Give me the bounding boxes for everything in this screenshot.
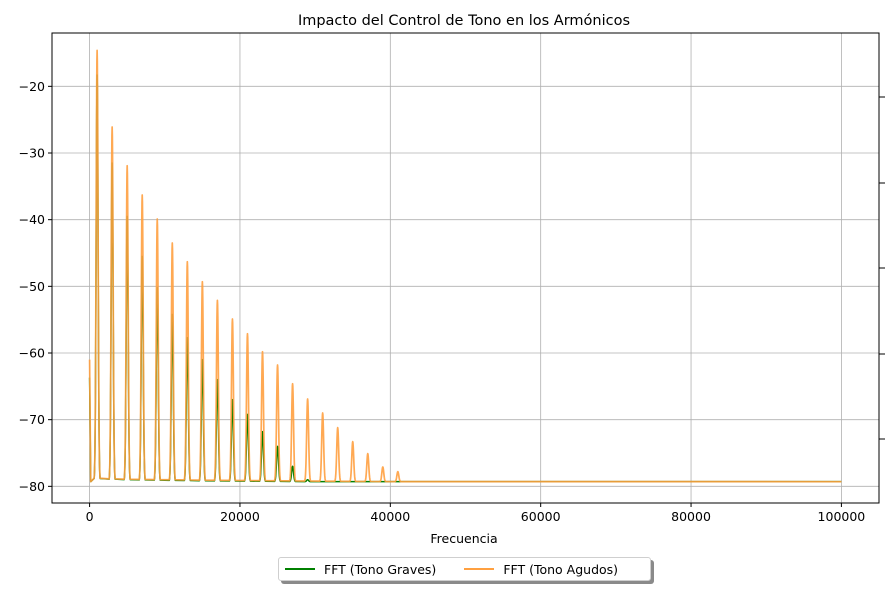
legend-item-graves: FFT (Tono Graves) xyxy=(285,562,436,577)
series-line-agudos xyxy=(88,49,842,483)
series-line-graves xyxy=(88,74,842,483)
chart-title: Impacto del Control de Tono en los Armón… xyxy=(298,13,630,29)
right-axis-ticks xyxy=(879,96,885,440)
legend-swatch-graves xyxy=(285,568,315,570)
y-tick-label: −30 xyxy=(19,146,45,161)
x-tick-label: 20000 xyxy=(220,509,260,524)
y-tick-label: −20 xyxy=(19,79,45,94)
legend-swatch-agudos xyxy=(464,568,495,570)
legend-label-agudos: FFT (Tono Agudos) xyxy=(503,561,619,577)
x-tick-label: 40000 xyxy=(370,509,410,524)
legend-label-graves: FFT (Tono Graves) xyxy=(324,561,437,577)
legend-item-agudos: FFT (Tono Agudos) xyxy=(464,562,618,577)
y-tick-label: −40 xyxy=(19,212,45,227)
y-tick-label: −60 xyxy=(19,346,45,361)
plot-lines xyxy=(88,49,842,483)
grid xyxy=(52,33,879,503)
legend: FFT (Tono Graves) FFT (Tono Agudos) xyxy=(278,557,651,581)
x-axis-label: Frecuencia xyxy=(430,531,497,546)
y-tick-label: −70 xyxy=(19,412,45,427)
y-tick-label: −50 xyxy=(19,279,45,294)
x-tick-label: 60000 xyxy=(521,509,561,524)
y-tick-label: −80 xyxy=(19,479,45,494)
plot-frame xyxy=(51,32,880,504)
x-tick-label: 0 xyxy=(86,509,94,524)
x-tick-label: 80000 xyxy=(671,509,711,524)
axis-ticks: 0 20000 40000 60000 80000 100000 −80 −70 −60 −50 −… xyxy=(19,79,866,524)
x-tick-label: 100000 xyxy=(818,509,866,524)
